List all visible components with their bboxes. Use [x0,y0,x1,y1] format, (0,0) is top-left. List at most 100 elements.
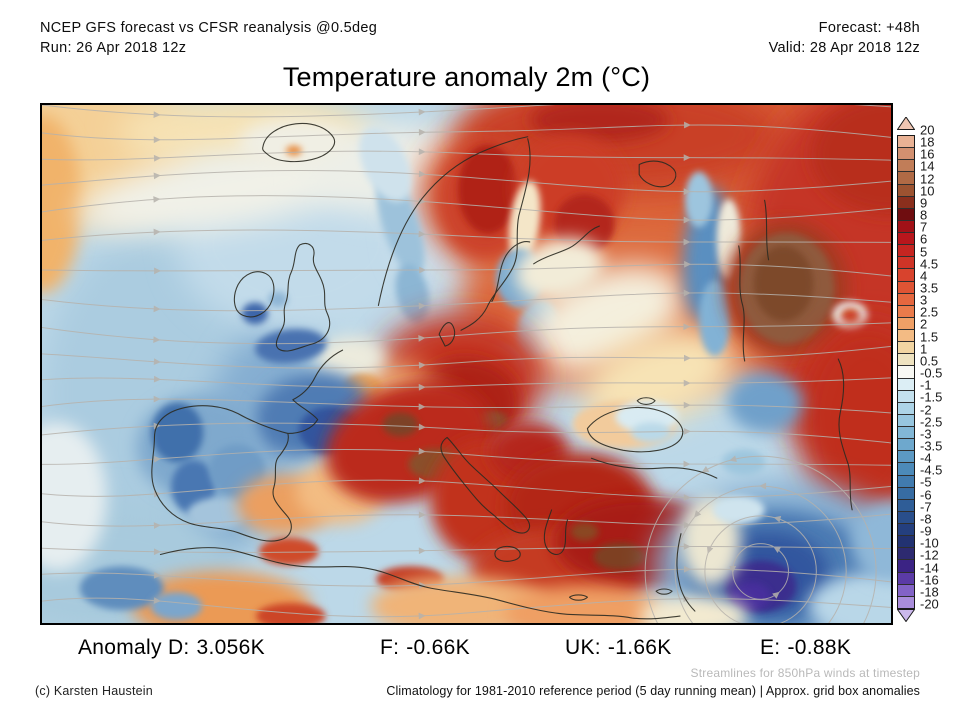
colorbar-label: -3 [920,426,932,442]
colorbar-label: 20 [920,122,935,138]
colorbar-cell [898,560,914,573]
colorbar-labels: 20 18 16 14 12 10 9 8 7 6 5 4.5 4 3.5 3 2.5 2 1.5 1 0.5 -0.5… [920,124,958,611]
stat-label: UK: [565,636,601,659]
colorbar-arrow-bottom [896,609,959,627]
colorbar-label: 8 [920,207,928,223]
colorbar-cell [898,402,914,415]
colorbar-cell [898,487,914,500]
stat-label: E: [760,636,781,659]
streamlines-layer [42,105,891,623]
colorbar-cell [898,136,914,149]
colorbar-cell [898,172,914,185]
colorbar-cell [898,317,914,330]
colorbar-label: -18 [920,584,939,600]
anomaly-map-svg [42,105,891,623]
colorbar-label: 0.5 [920,353,939,369]
colorbar-label: -2 [920,402,932,418]
coastlines-layer [151,122,853,620]
colorbar-arrow-top [896,116,959,135]
colorbar-cells [897,135,915,609]
colorbar-cell [898,596,914,608]
stat-label: F: [380,636,400,659]
colorbar-label: -1.5 [920,389,943,405]
colorbar-cell [898,366,914,379]
colorbar-label: 12 [920,171,935,187]
stat-label: Anomaly D: [78,636,190,659]
colorbar-cell [898,160,914,173]
copyright: (c) Karsten Haustein [35,684,153,698]
stat-value: 3.056K [196,636,265,659]
colorbar-cell [898,293,914,306]
colorbar-cell [898,245,914,258]
header-right: Forecast: +48h Valid: 28 Apr 2018 12z [769,18,920,58]
colorbar-cell [898,354,914,367]
colorbar-label: -3.5 [920,438,943,454]
forecast-hour-line: Forecast: +48h [818,20,920,36]
colorbar-label: -16 [920,572,939,588]
colorbar-cell [898,536,914,549]
colorbar-cell [898,196,914,209]
colorbar-label: 7 [920,219,928,235]
climatology-note: Climatology for 1981-2010 reference peri… [386,684,920,698]
colorbar-cell [898,548,914,561]
stat-value: -0.88K [787,636,852,659]
colorbar-label: 2.5 [920,304,939,320]
colorbar-label: 9 [920,195,928,211]
colorbar-label: 18 [920,134,935,150]
colorbar-arrow-bottom-icon [896,609,916,623]
colorbar-cell [898,281,914,294]
colorbar-cell [898,511,914,524]
stat-anomaly-d: Anomaly D: 3.056K [78,636,265,660]
colorbar-cell [898,330,914,343]
colorbar-cell [898,390,914,403]
colorbar-cell [898,439,914,452]
colorbar-label: 1 [920,341,928,357]
stat-value: -1.66K [607,636,672,659]
colorbar-cell [898,475,914,488]
colorbar-cell [898,414,914,427]
colorbar-label: 4.5 [920,256,939,272]
colorbar-label: -4 [920,450,932,466]
colorbar-label: 4 [920,268,928,284]
run-info-line: Run: 26 Apr 2018 12z [40,40,187,56]
header-left: NCEP GFS forecast vs CFSR reanalysis @0.… [40,18,377,58]
stat-value: -0.66K [406,636,470,659]
colorbar-label: -12 [920,547,939,563]
colorbar-cell [898,342,914,355]
colorbar-cell [898,524,914,537]
colorbar-label: 1.5 [920,329,939,345]
colorbar-cell [898,305,914,318]
colorbar-label: 2 [920,316,928,332]
colorbar-cell [898,257,914,270]
colorbar-label: -0.5 [920,365,943,381]
colorbar-arrow-top-icon [896,116,916,130]
colorbar-cell [898,572,914,585]
model-info-line: NCEP GFS forecast vs CFSR reanalysis @0.… [40,20,378,36]
colorbar-cell [898,148,914,161]
colorbar-label: -8 [920,511,932,527]
stat-anomaly-e: E: -0.88K [760,636,851,660]
colorbar-cell [898,378,914,391]
anomaly-field [42,105,891,623]
colorbar-label: -10 [920,535,939,551]
colorbar-label: -6 [920,487,932,503]
colorbar-cell [898,208,914,221]
colorbar-label: -1 [920,377,932,393]
colorbar-cell [898,451,914,464]
colorbar-label: 6 [920,231,928,247]
colorbar-label: 10 [920,183,935,199]
valid-time-line: Valid: 28 Apr 2018 12z [768,40,920,56]
colorbar-cell [898,269,914,282]
streamlines-note: Streamlines for 850hPa winds at timestep [690,666,920,680]
colorbar-cell [898,499,914,512]
anomaly-map [40,103,893,625]
colorbar-cell [898,220,914,233]
colorbar-label: 14 [920,158,935,174]
colorbar-label: 16 [920,146,935,162]
colorbar-label: 3 [920,292,928,308]
colorbar-label: -2.5 [920,414,943,430]
colorbar-cell [898,184,914,197]
colorbar-label: -9 [920,523,932,539]
colorbar-label: -7 [920,499,932,515]
